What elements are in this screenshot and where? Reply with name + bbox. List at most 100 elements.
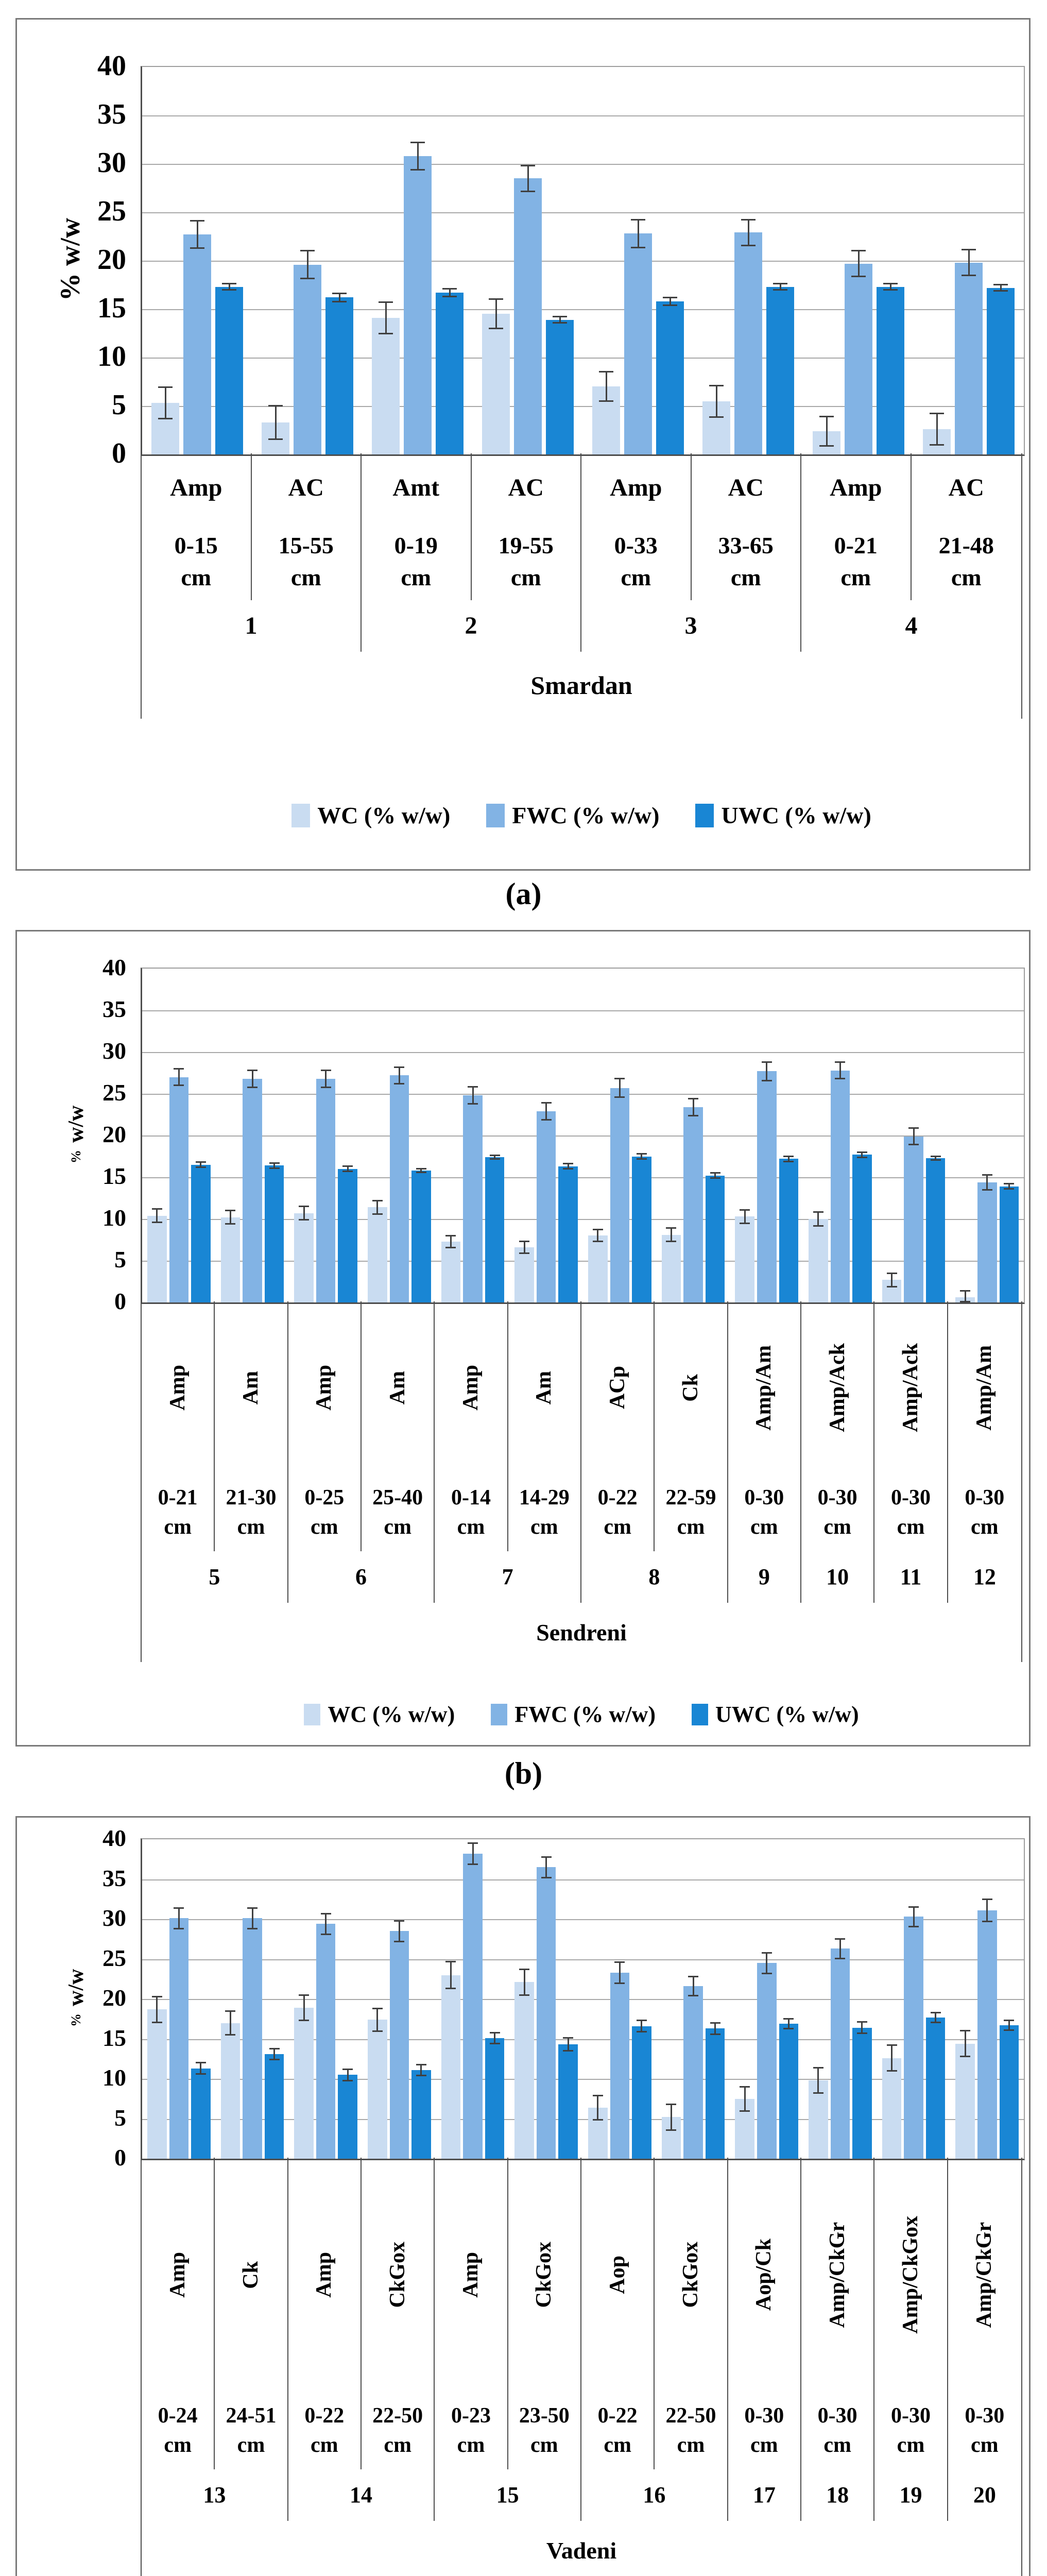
depth-cell: 0-14 cm [435,1474,508,1551]
horizon-cell: CkGox [508,2158,581,2392]
depth-label: 25-40 [372,1486,423,1510]
site-number: 1 [245,612,258,639]
depth-label: 0-14 [451,1486,491,1510]
depth-unit: cm [840,564,871,590]
site-cell: 19 [874,2469,948,2521]
bar-slot [546,67,574,454]
bar-slot [325,67,353,454]
depth-unit: cm [951,564,982,590]
bar-fwc [404,156,432,454]
bar-fwc [624,233,652,454]
error-bar [835,1938,846,1959]
bar-slot [735,969,754,1302]
depth-cell: 0-24 cm [142,2392,215,2469]
bar-uwc [656,301,684,454]
bar-fwc [904,1136,923,1302]
legend-swatch-wc [291,804,311,827]
bar-slot [683,969,703,1302]
gridline [142,1010,1024,1011]
horizon-label: Amp [165,2252,190,2298]
bar-slot [852,1839,872,2159]
horizon-label: Amt [392,474,440,502]
depth-unit: cm [677,2433,705,2457]
bar-slot [925,969,946,1302]
gridline [142,1959,1024,1960]
depth-unit: cm [457,1515,485,1539]
bar-slot [482,67,510,454]
site-cell: 16 [581,2469,728,2521]
horizon-label: Amp [459,2252,483,2298]
gridline [142,212,1024,213]
y-tick-label: 25 [102,1079,126,1106]
depth-unit: cm [290,564,321,590]
bar-slot [702,67,730,454]
legend: WC (% w/w) FWC (% w/w) UWC (% w/w) [141,795,1022,836]
bar-wc [735,1216,754,1302]
depth-unit: cm [237,2433,265,2457]
depth-unit: cm [530,1515,558,1539]
bar-group [363,1839,436,2159]
error-bar [299,1206,310,1221]
bar-group [252,67,363,454]
y-tick-label: 10 [97,341,126,372]
bar-fwc [316,1924,336,2159]
bar-slot [977,969,997,1302]
horizon-cell: Amp [142,2158,215,2392]
bar-slot [191,1839,211,2159]
depth-unit: cm [677,1515,705,1539]
bar-slot [977,1839,997,2159]
error-bar [174,1907,184,1930]
horizon-label: AC [728,474,764,502]
bar-slot [316,969,336,1302]
bar-slot [830,1839,850,2159]
horizon-cell: Amp [581,453,692,523]
error-bar [908,1127,919,1146]
depth-cell: 0-22 cm [581,2392,655,2469]
error-bar [268,405,283,440]
error-bar [553,316,567,324]
depth-label: 0-30 [965,1486,1005,1510]
error-bar [174,1067,184,1087]
depth-row: 0-15 cm 15-55 cm 0-19 cm 19-55 cm 0-33 cm 33-65 cm 0… [142,523,1021,600]
y-tick-label: 25 [97,195,126,227]
depth-cell: 0-15 cm [142,523,252,600]
y-tick-label: 5 [114,1246,126,1273]
bar-uwc [325,297,353,454]
location-label: Smardan [530,671,632,700]
bar-uwc [338,2075,358,2159]
error-bar [394,1066,405,1085]
horizon-label: Amp/Ack [899,1343,923,1432]
bar-uwc [852,2027,872,2159]
depth-unit: cm [510,564,541,590]
depth-unit: cm [237,1515,265,1539]
error-bar [741,219,756,246]
bar-wc [368,2020,387,2159]
site-cell: 7 [435,1551,581,1603]
site-number: 20 [973,2482,996,2508]
error-bar [190,220,204,249]
error-bar [982,1174,992,1191]
legend-label-fwc: FWC (% w/w) [514,1702,656,1727]
bar-group [803,67,914,454]
bar-slot [294,67,321,454]
horizon-label: Amp/Am [752,1345,776,1431]
location-label: Vadeni [546,2537,617,2564]
depth-cell: 0-30 cm [874,2392,948,2469]
bar-group [657,1839,730,2159]
bar-fwc [610,1088,630,1302]
depth-unit: cm [311,2433,338,2457]
legend-item-wc: WC (% w/w) [291,804,450,827]
horizon-cell: Amp/CkGox [874,2158,948,2392]
bar-slot [558,969,578,1302]
depth-cell: 23-50 cm [508,2392,581,2469]
bar-slot [463,1839,483,2159]
depth-cell: 0-22 cm [288,2392,362,2469]
depth-unit: cm [384,2433,411,2457]
bar-fwc [845,263,872,454]
legend-item-uwc: UWC (% w/w) [691,1703,859,1726]
bar-wc [661,1234,681,1302]
bar-group [730,1839,803,2159]
horizon-label: Ck [679,1374,703,1402]
horizon-label: Amp [170,474,222,502]
depth-label: 21-30 [226,1486,277,1510]
